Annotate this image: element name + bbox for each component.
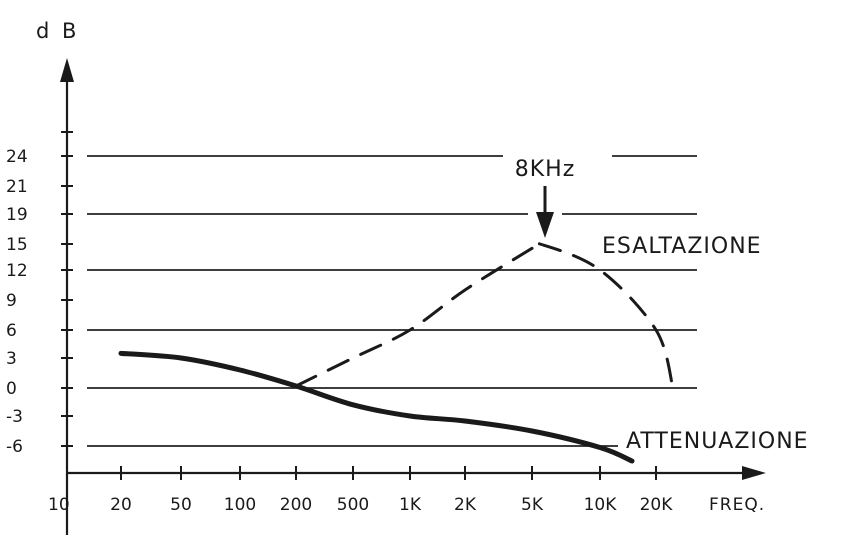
annotations: ESALTAZIONE ATTENUAZIONE 8KHz: [515, 157, 809, 454]
x-tick-label: 10: [48, 495, 70, 515]
y-tick-label: 3: [6, 349, 17, 369]
x-tick-label: 500: [337, 495, 369, 515]
x-tick-label: 200: [280, 495, 312, 515]
annotation-arrow-head: [536, 212, 554, 238]
y-tick-label: -3: [6, 407, 23, 427]
y-tick-label: 12: [6, 261, 28, 281]
x-tick-label: 1K: [399, 495, 422, 515]
x-axis-label: FREQ.: [709, 495, 765, 515]
y-tick-label: 0: [6, 379, 17, 399]
y-tick-label: 24: [6, 147, 28, 167]
x-tick-label: 5K: [521, 495, 544, 515]
y-tick-labels: 24 21 19 15 12 9 6 3 0 -3 -6: [6, 147, 28, 457]
x-tick-label: 10K: [584, 495, 618, 515]
y-tick-label: 19: [6, 205, 28, 225]
y-tick-label: 21: [6, 177, 28, 197]
axes: [60, 58, 766, 535]
series-esaltazione-line: [294, 240, 675, 390]
series-lines: [118, 240, 675, 464]
series-label-esaltazione: ESALTAZIONE: [602, 234, 762, 259]
annotation-8khz: 8KHz: [515, 157, 576, 182]
series-attenuazione-line: [118, 350, 635, 464]
x-tick-label: 20: [110, 495, 132, 515]
x-axis-arrow: [742, 466, 766, 480]
y-tick-label: 15: [6, 235, 28, 255]
x-tick-label: 20K: [640, 495, 674, 515]
x-tick-label: 100: [224, 495, 256, 515]
y-axis-arrow: [60, 58, 74, 82]
series-label-attenuazione: ATTENUAZIONE: [626, 429, 809, 454]
x-tick-label: 2K: [454, 495, 477, 515]
x-tick-label: 50: [170, 495, 192, 515]
x-tick-labels: 10 20 50 100 200 500 1K 2K 5K 10K 20K: [48, 495, 673, 515]
y-tick-label: 6: [6, 321, 17, 341]
y-tick-label: 9: [6, 291, 17, 311]
y-axis-label: d B: [36, 19, 79, 43]
grid-lines: [87, 155, 697, 447]
y-tick-label: -6: [6, 437, 23, 457]
